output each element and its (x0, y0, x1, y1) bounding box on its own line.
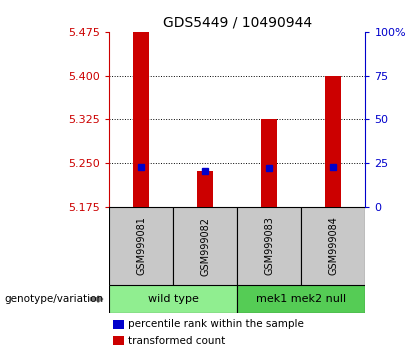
Title: GDS5449 / 10490944: GDS5449 / 10490944 (163, 15, 312, 29)
Bar (133, 32, 149, 207)
Text: percentile rank within the sample: percentile rank within the sample (128, 319, 304, 329)
Bar (237, 285, 365, 313)
Bar (261, 120, 277, 207)
Text: GSM999083: GSM999083 (264, 217, 274, 275)
Text: GSM999081: GSM999081 (136, 217, 146, 275)
Bar (197, 171, 213, 207)
Text: mek1 mek2 null: mek1 mek2 null (256, 294, 346, 304)
Bar (109, 285, 237, 313)
Text: GSM999082: GSM999082 (200, 217, 210, 275)
Bar (326, 76, 341, 207)
Bar (173, 207, 237, 285)
Text: genotype/variation: genotype/variation (4, 294, 103, 304)
Text: transformed count: transformed count (128, 336, 226, 346)
Text: GSM999084: GSM999084 (328, 217, 339, 275)
Text: wild type: wild type (148, 294, 199, 304)
Bar (302, 207, 365, 285)
Bar (237, 207, 302, 285)
Bar (109, 207, 173, 285)
